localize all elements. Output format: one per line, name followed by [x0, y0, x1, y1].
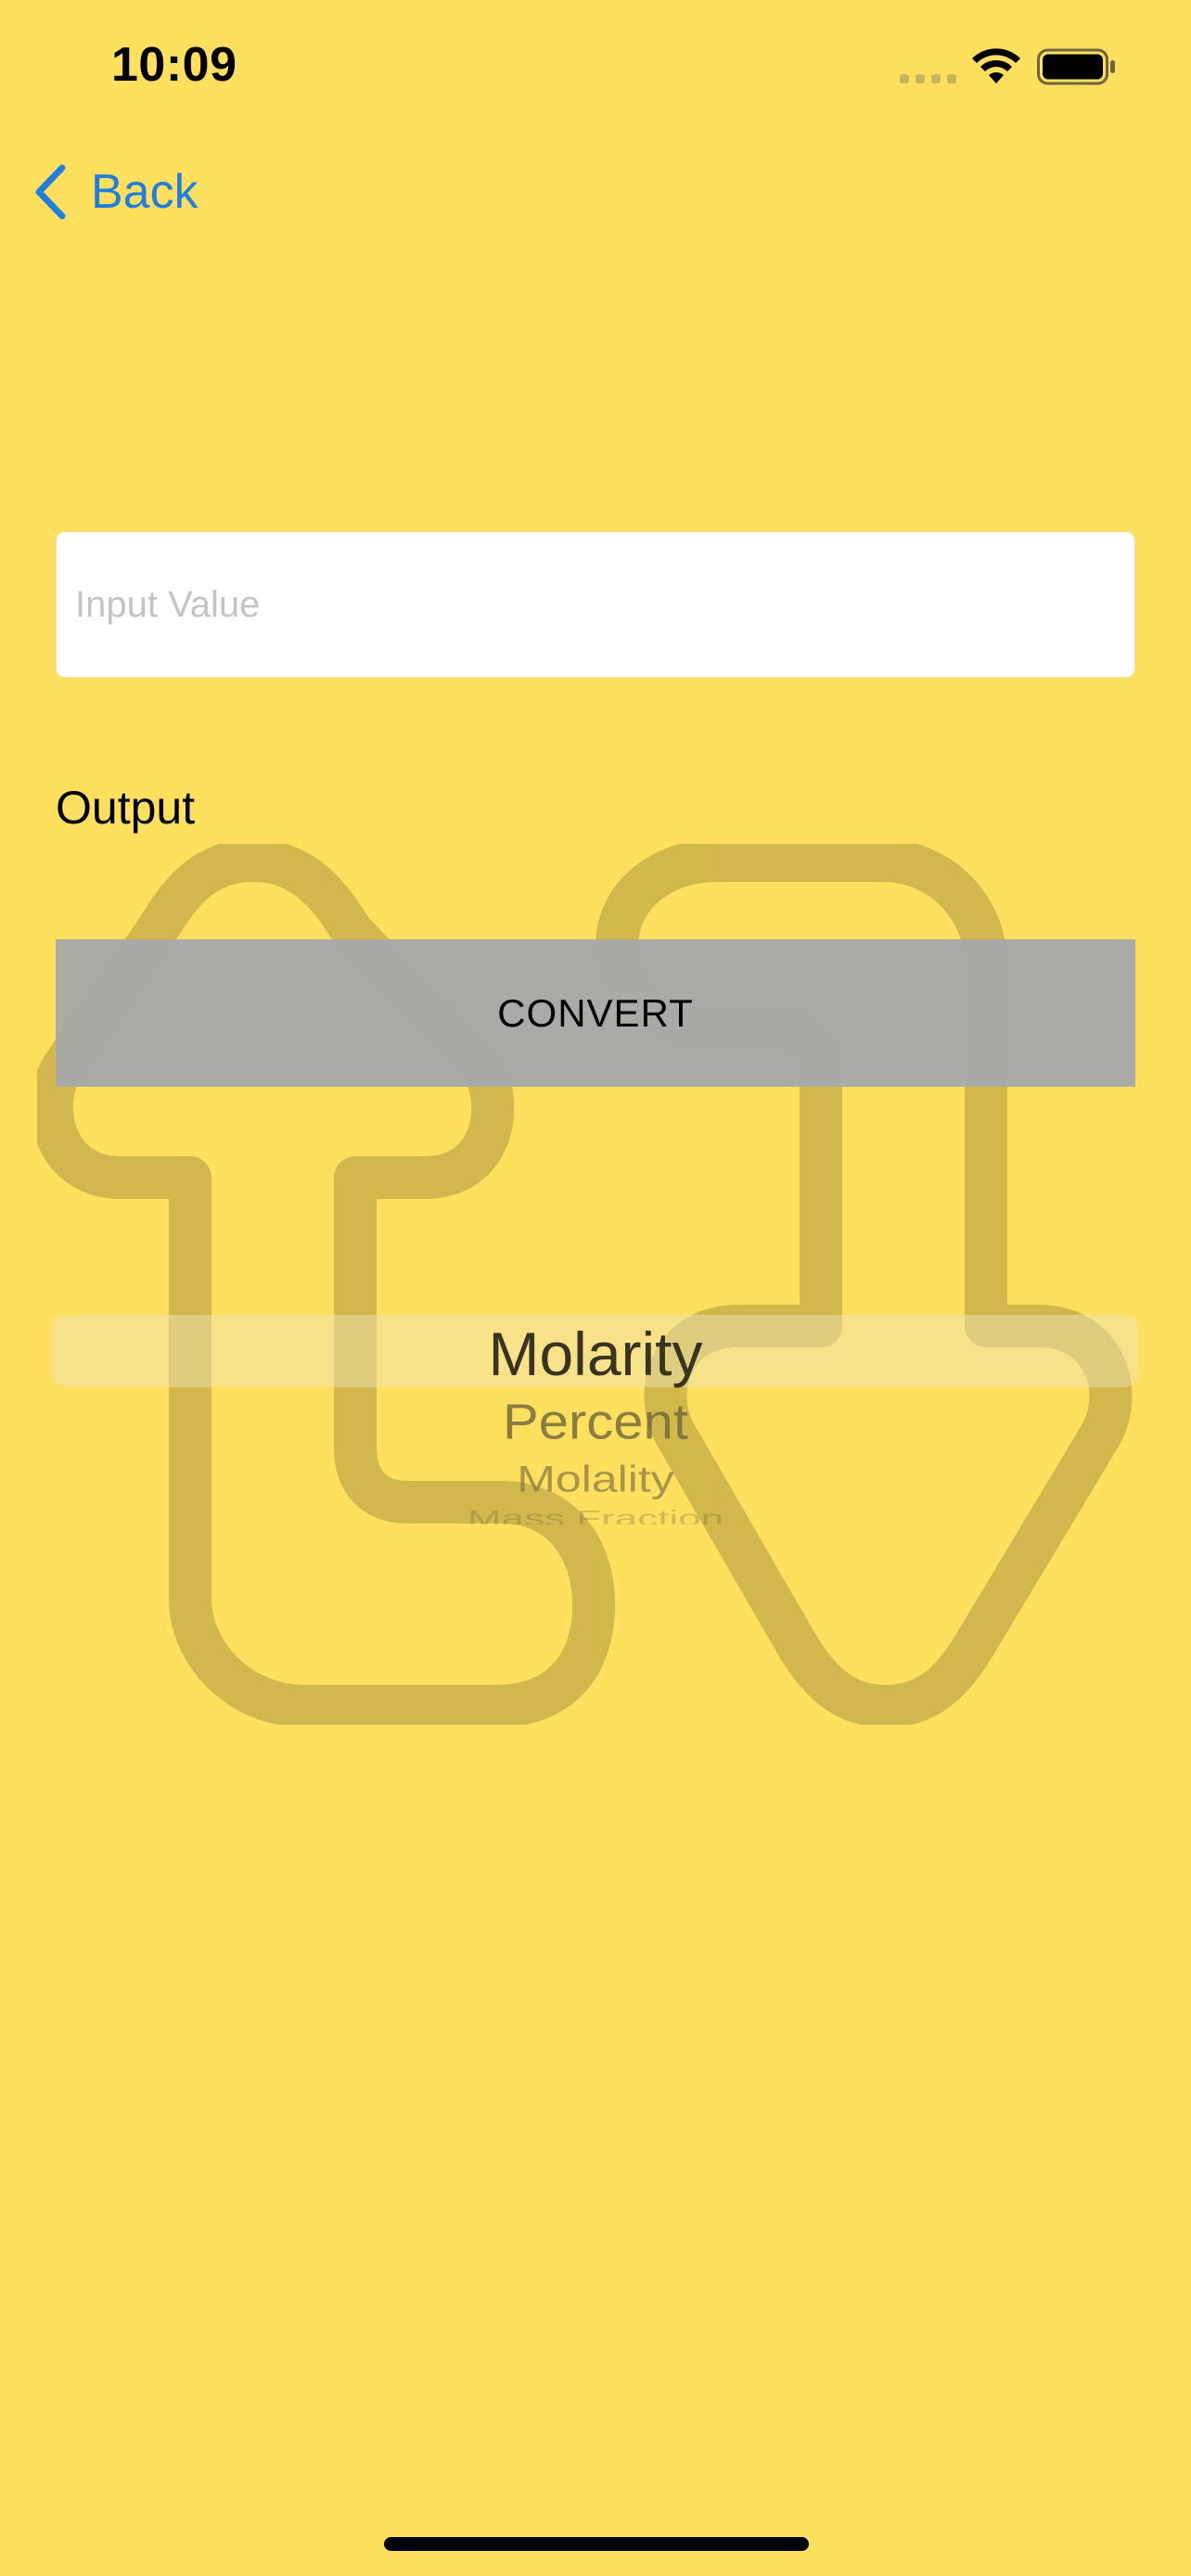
picker-item-percent[interactable]: Percent — [503, 1394, 688, 1450]
chevron-left-icon — [35, 164, 66, 220]
picker-item-mass-fraction[interactable]: Mass Fraction — [467, 1506, 724, 1524]
picker-selection-highlight — [52, 1315, 1139, 1387]
back-label: Back — [91, 165, 198, 219]
status-bar: 10:09 — [0, 0, 1191, 139]
unit-picker[interactable]: Molarity Percent Molality Mass Fraction — [52, 1307, 1139, 1558]
input-value-field-wrapper — [56, 531, 1135, 678]
output-label: Output — [56, 782, 196, 834]
battery-icon — [1037, 48, 1115, 85]
home-indicator[interactable] — [384, 2537, 809, 2551]
convert-button[interactable]: CONVERT — [56, 939, 1135, 1087]
picker-item-molality[interactable]: Molality — [517, 1458, 674, 1500]
cellular-signal-icon — [900, 74, 956, 83]
status-time: 10:09 — [111, 38, 237, 92]
back-button[interactable]: Back — [32, 158, 198, 226]
wifi-icon — [972, 48, 1020, 83]
picker-item-molarity[interactable]: Molarity — [488, 1320, 703, 1388]
input-value-field[interactable] — [57, 532, 1134, 677]
